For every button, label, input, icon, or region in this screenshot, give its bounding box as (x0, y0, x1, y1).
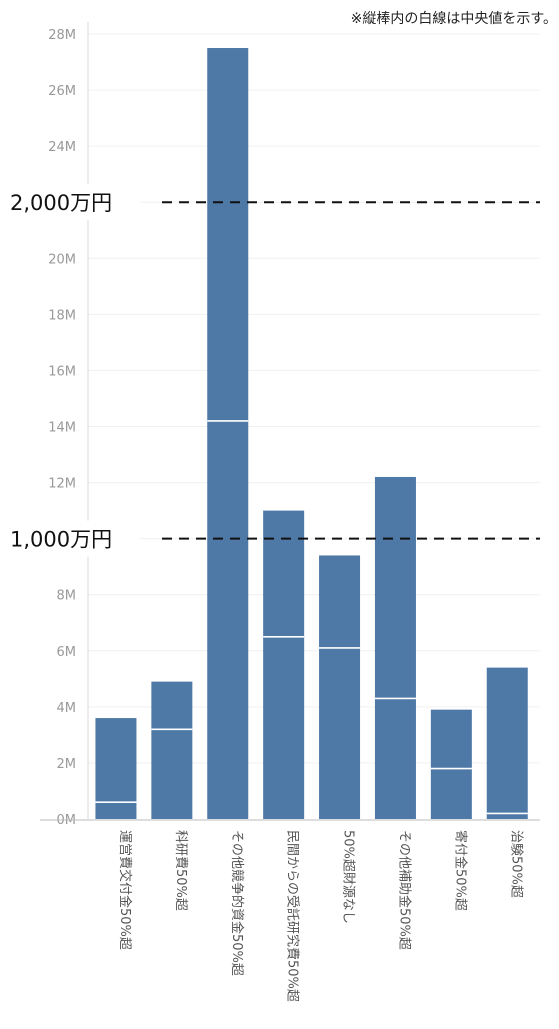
reference-label-bg (0, 184, 140, 221)
bar (95, 718, 137, 819)
y-tick-label: 16M (48, 364, 76, 379)
category-label: 50%超財源なし (341, 830, 356, 924)
reference-label: 1,000万円 (10, 528, 112, 552)
reference-label: 2,000万円 (10, 191, 112, 215)
y-tick-label: 18M (48, 308, 76, 323)
bar (207, 48, 249, 819)
bar (151, 681, 193, 819)
category-label: 寄付金50%超 (452, 830, 468, 911)
y-tick-label: 12M (48, 477, 76, 492)
y-tick-label: 20M (48, 252, 76, 267)
y-tick-label: 8M (57, 589, 77, 604)
y-tick-label: 2M (57, 757, 77, 772)
category-label: その他競争的資金50%超 (229, 830, 245, 976)
category-label: その他補助金50%超 (396, 830, 412, 950)
bar (263, 510, 305, 819)
category-label: 民間からの受託研究費50%超 (285, 830, 301, 1002)
y-tick-label: 24M (48, 140, 76, 155)
chart-note: ※縦棒内の白線は中央値を示す。 (350, 11, 557, 27)
bar (486, 667, 528, 819)
reference-label-bg (0, 520, 140, 557)
y-tick-label: 6M (57, 645, 77, 660)
y-tick-label: 14M (48, 421, 76, 436)
bar (319, 555, 361, 819)
category-label: 治験50%超 (508, 830, 523, 898)
category-label: 運営費交付金50%超 (117, 830, 133, 950)
bar (374, 476, 416, 819)
category-label: 科研費50%超 (173, 830, 188, 911)
bar (430, 709, 472, 819)
y-tick-label: 4M (57, 701, 77, 716)
y-tick-label: 28M (48, 28, 76, 43)
y-tick-label: 26M (48, 84, 76, 99)
